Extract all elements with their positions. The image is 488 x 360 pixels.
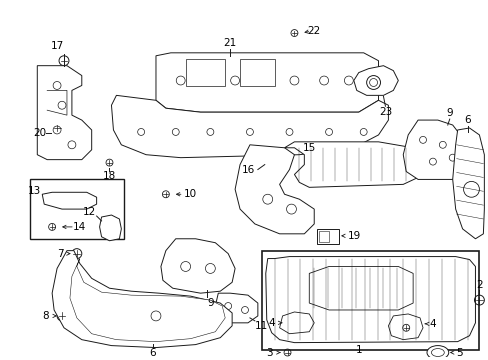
Text: 17: 17 [50, 41, 63, 51]
Text: 11: 11 [255, 321, 268, 331]
Polygon shape [387, 314, 422, 339]
Polygon shape [37, 66, 91, 159]
Text: 10: 10 [183, 189, 197, 199]
Text: 4: 4 [429, 319, 435, 329]
Bar [317, 229, 338, 244]
Text: 20: 20 [34, 128, 47, 138]
Bar [240, 59, 274, 86]
Polygon shape [161, 239, 235, 293]
Polygon shape [279, 312, 314, 334]
Polygon shape [100, 215, 121, 241]
Text: 14: 14 [73, 222, 86, 232]
Text: 8: 8 [42, 311, 48, 321]
Text: 13: 13 [28, 186, 41, 196]
Polygon shape [308, 266, 412, 310]
Polygon shape [284, 142, 422, 187]
Text: 22: 22 [307, 26, 320, 36]
Polygon shape [70, 258, 225, 342]
Text: 16: 16 [241, 165, 254, 175]
Polygon shape [42, 192, 97, 209]
Text: 18: 18 [102, 171, 116, 181]
Text: 4: 4 [268, 318, 274, 328]
Polygon shape [52, 251, 232, 347]
Polygon shape [265, 257, 474, 343]
Text: 9: 9 [206, 298, 213, 308]
Text: 2: 2 [475, 280, 482, 290]
Bar [185, 59, 225, 86]
Text: 19: 19 [347, 231, 361, 241]
Polygon shape [403, 120, 462, 179]
Text: 5: 5 [455, 347, 462, 357]
Polygon shape [111, 95, 387, 158]
Polygon shape [215, 293, 257, 323]
Text: 3: 3 [266, 347, 272, 357]
Ellipse shape [426, 346, 448, 359]
Text: 9: 9 [446, 108, 452, 118]
Bar [319, 231, 328, 242]
Ellipse shape [430, 348, 444, 356]
Polygon shape [235, 145, 314, 234]
Text: 1: 1 [355, 345, 361, 355]
Text: 7: 7 [57, 249, 63, 258]
Text: 23: 23 [378, 107, 391, 117]
Text: 6: 6 [463, 115, 470, 125]
Text: 21: 21 [223, 38, 236, 48]
Polygon shape [156, 53, 378, 112]
Polygon shape [452, 128, 483, 239]
Polygon shape [353, 66, 398, 95]
Bar [261, 251, 478, 350]
Text: 6: 6 [149, 347, 156, 357]
Text: 12: 12 [83, 207, 96, 217]
Bar [30, 179, 124, 239]
Text: 15: 15 [302, 143, 315, 153]
